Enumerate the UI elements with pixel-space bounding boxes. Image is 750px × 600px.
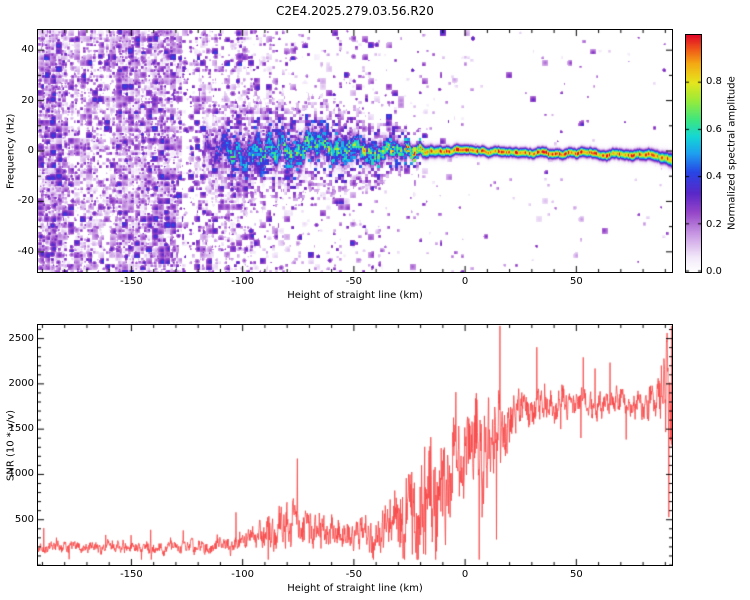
colorbar [685,34,702,273]
plot-title: C2E4.2025.279.03.56.R20 [276,4,434,18]
y-tick-label: 20 [21,94,34,106]
y-tick-label: 2500 [8,332,34,344]
colorbar-tick-label: 0.8 [706,76,722,88]
y-tick-label: -40 [17,245,34,257]
y-tick-label: 500 [14,513,34,525]
colorbar-tick-label: 0.2 [706,218,722,230]
snr-canvas [38,325,672,565]
x-tick-label: -50 [345,569,363,580]
colorbar-tick-label: 0.0 [706,266,722,277]
x-tick-label: 0 [461,276,469,287]
snr-plot [37,324,673,566]
y-tick-label: 40 [21,44,34,56]
y-tick-label: 2000 [8,377,34,389]
colorbar-tick-label: 0.4 [706,171,722,183]
x-tick-label: 50 [569,276,583,287]
spectrogram-canvas [38,30,672,272]
spectrogram-plot [37,29,673,273]
x-tick-label: -150 [120,569,143,580]
x-tick-label: -100 [231,569,254,580]
snr-axis-label: SNR (10 * v/v) [5,409,17,481]
colorbar-gradient [686,35,701,272]
x-tick-label: -50 [345,276,363,287]
x-tick-label: 50 [569,569,583,580]
height-axis-label-top: Height of straight line (km) [287,290,423,301]
x-tick-label: -150 [120,276,143,287]
colorbar-tick-label: 0.6 [706,123,722,135]
height-axis-label-bottom: Height of straight line (km) [287,583,423,594]
y-tick-label: 1000 [8,468,34,480]
y-tick-label: 1500 [8,423,34,435]
y-tick-label: -20 [17,195,34,207]
x-tick-label: 0 [461,569,469,580]
colorbar-label: Normalized spectral amplitude [726,76,738,231]
x-tick-label: -100 [231,276,254,287]
y-tick-label: 0 [27,145,34,156]
